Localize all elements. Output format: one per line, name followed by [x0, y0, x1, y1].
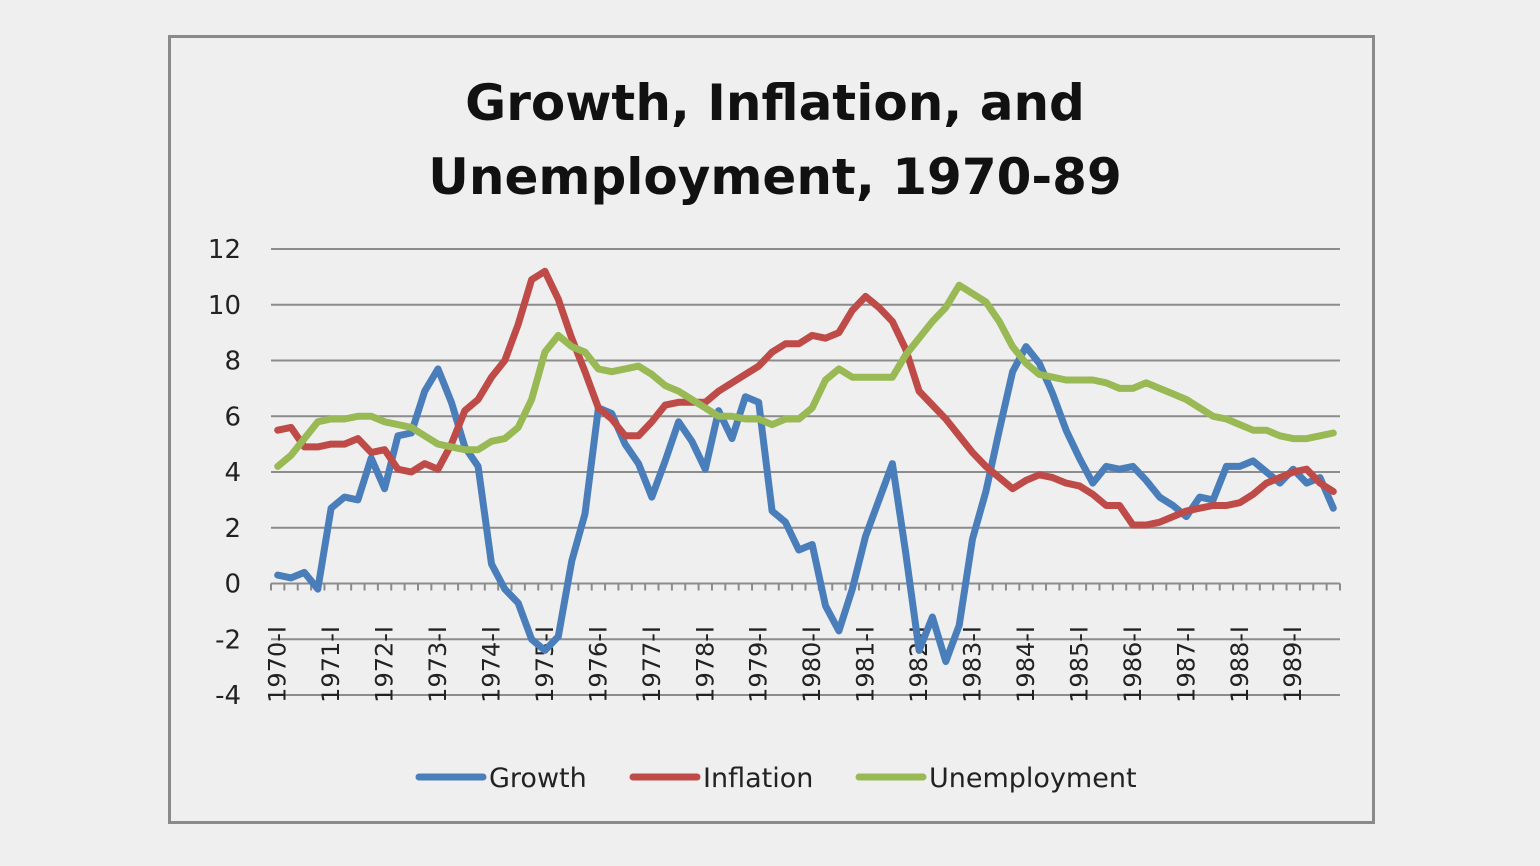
x-tick-label: 1986-I — [1119, 626, 1147, 703]
x-tick-label: 1979-I — [745, 626, 773, 703]
y-tick-label: 4 — [224, 458, 241, 488]
series-line-inflation — [274, 267, 1337, 529]
x-tick-label: 1970-I — [264, 626, 292, 703]
x-axis-ticks: 1970-I 1971-I 1972-I 1973-I 1974-I 1975-I 1976… — [264, 583, 1341, 703]
x-tick-label: 1980-I — [798, 626, 826, 703]
y-tick-label: 6 — [224, 402, 241, 432]
x-tick-label: 1978-I — [691, 626, 719, 703]
x-tick-label: 1988-I — [1226, 626, 1254, 703]
x-tick-label: 1974-I — [477, 626, 505, 703]
x-tick-label: 1976-I — [584, 626, 612, 703]
y-tick-label: 2 — [224, 514, 241, 544]
y-tick-label: 12 — [208, 235, 241, 265]
x-tick-label: 1987-I — [1172, 626, 1200, 703]
y-tick-label: 10 — [208, 291, 241, 321]
chart-title-line-1: Growth, Inflation, and — [465, 74, 1085, 132]
x-tick-label: 1985-I — [1065, 626, 1093, 703]
x-tick-label: 1984-I — [1012, 626, 1040, 703]
legend: Growth Inflation Unemployment — [415, 763, 1137, 794]
chart-title: Growth, Inflation, and Unemployment, 197… — [428, 74, 1121, 206]
x-tick-label: 1971-I — [317, 626, 345, 703]
series-line-unemployment — [274, 281, 1337, 470]
chart-frame: Growth, Inflation, and Unemployment, 197… — [168, 35, 1375, 824]
legend-label-growth: Growth — [489, 763, 587, 794]
series-line-growth — [274, 343, 1337, 665]
y-axis-ticks: -4 -2 0 2 4 6 8 10 12 — [208, 235, 241, 711]
x-tick-label: 1983-I — [959, 626, 987, 703]
y-tick-label: 8 — [224, 347, 241, 377]
series-lines — [274, 267, 1337, 665]
chart-title-line-2: Unemployment, 1970-89 — [428, 148, 1121, 206]
x-tick-label: 1981-I — [852, 626, 880, 703]
line-chart: Growth, Inflation, and Unemployment, 197… — [208, 74, 1341, 794]
legend-label-unemployment: Unemployment — [929, 763, 1137, 794]
legend-label-inflation: Inflation — [703, 763, 813, 794]
x-tick-label: 1989-I — [1279, 626, 1307, 703]
y-tick-label: -4 — [215, 681, 241, 711]
x-tick-label: 1972-I — [371, 626, 399, 703]
x-tick-label: 1977-I — [638, 626, 666, 703]
x-tick-label: 1973-I — [424, 626, 452, 703]
y-tick-label: 0 — [224, 570, 241, 600]
y-tick-label: -2 — [215, 625, 241, 655]
